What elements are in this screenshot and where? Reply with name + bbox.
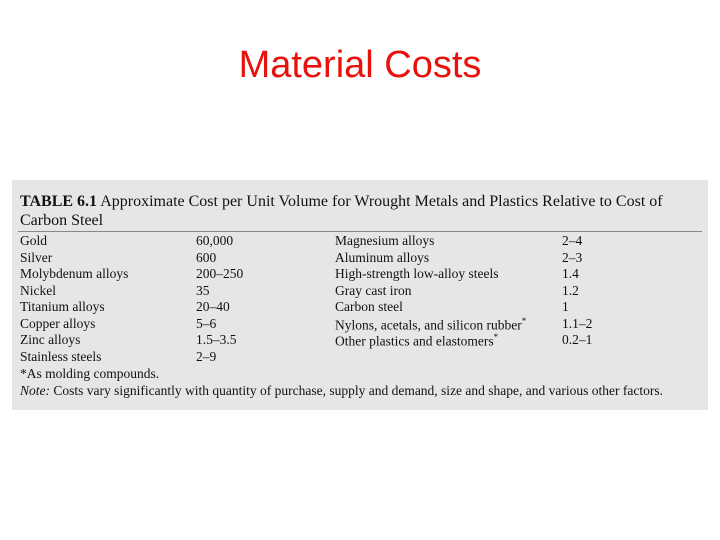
material-name: High-strength low-alloy steels — [335, 266, 498, 282]
relative-cost: 1.2 — [562, 282, 579, 298]
relative-cost: 200–250 — [196, 266, 244, 281]
material-name-text: Other plastics and elastomers — [335, 333, 494, 349]
material-name: Gold — [20, 233, 47, 249]
footnote-marker: * — [493, 332, 499, 342]
relative-cost: 20–40 — [196, 299, 230, 314]
footnote: *As molding compounds. — [20, 366, 160, 381]
relative-cost: 5–6 — [196, 315, 217, 331]
slide-title: Material Costs — [238, 44, 482, 86]
material-name: Stainless steels — [20, 349, 101, 365]
relative-cost: 1.5–3.5 — [196, 332, 237, 347]
note: Note: Costs vary significantly with quan… — [20, 383, 663, 399]
material-name-text: Gold — [20, 233, 47, 248]
material-name: Titanium alloys — [20, 299, 105, 315]
material-name: Carbon steel — [335, 299, 403, 315]
material-name-text: Stainless steels — [20, 348, 102, 364]
caption-rule — [18, 231, 702, 232]
material-name: Silver — [20, 250, 52, 266]
relative-cost: 1.1–2 — [562, 315, 593, 331]
material-name: Zinc alloys — [20, 332, 80, 348]
caption-label: TABLE 6.1 — [20, 193, 98, 210]
material-name: Copper alloys — [20, 316, 95, 332]
material-name-text: Molybdenum alloys — [20, 266, 129, 281]
material-name: Other plastics and elastomers* — [335, 332, 498, 350]
table-panel: TABLE 6.1 Approximate Cost per Unit Volu… — [12, 180, 708, 410]
material-name-text: Carbon steel — [335, 299, 403, 314]
relative-cost: 1 — [562, 299, 569, 314]
note-label: Note: — [20, 383, 50, 398]
relative-cost: 0.2–1 — [562, 332, 593, 347]
material-name-text: Magnesium alloys — [335, 233, 435, 248]
material-name: Magnesium alloys — [335, 233, 434, 249]
material-name-text: Zinc alloys — [20, 332, 81, 347]
material-name-text: Gray cast iron — [335, 282, 412, 298]
material-name-text: Aluminum alloys — [335, 249, 430, 265]
relative-cost: 600 — [196, 249, 217, 265]
material-name-text: Silver — [20, 249, 53, 265]
material-name-text: Nylons, acetals, and silicon rubber — [335, 317, 522, 332]
material-name: Molybdenum alloys — [20, 266, 128, 282]
material-name-text: Nickel — [20, 282, 56, 298]
relative-cost: 2–3 — [562, 249, 583, 265]
material-name: Nickel — [20, 283, 56, 299]
material-name: Gray cast iron — [335, 283, 411, 299]
relative-cost: 2–4 — [562, 233, 583, 248]
footnote-marker: * — [521, 315, 527, 326]
relative-cost: 60,000 — [196, 233, 234, 248]
material-name-text: Titanium alloys — [20, 299, 105, 314]
table-caption: TABLE 6.1 Approximate Cost per Unit Volu… — [20, 192, 700, 230]
material-name-text: Copper alloys — [20, 315, 96, 331]
material-name: Aluminum alloys — [335, 250, 429, 266]
material-name: Nylons, acetals, and silicon rubber* — [335, 316, 526, 334]
material-name-text: High-strength low-alloy steels — [335, 266, 499, 281]
relative-cost: 35 — [196, 282, 210, 298]
caption-text: Approximate Cost per Unit Volume for Wro… — [20, 193, 663, 229]
relative-cost: 2–9 — [196, 348, 217, 364]
relative-cost: 1.4 — [562, 266, 579, 281]
note-text: Costs vary significantly with quantity o… — [53, 383, 663, 398]
